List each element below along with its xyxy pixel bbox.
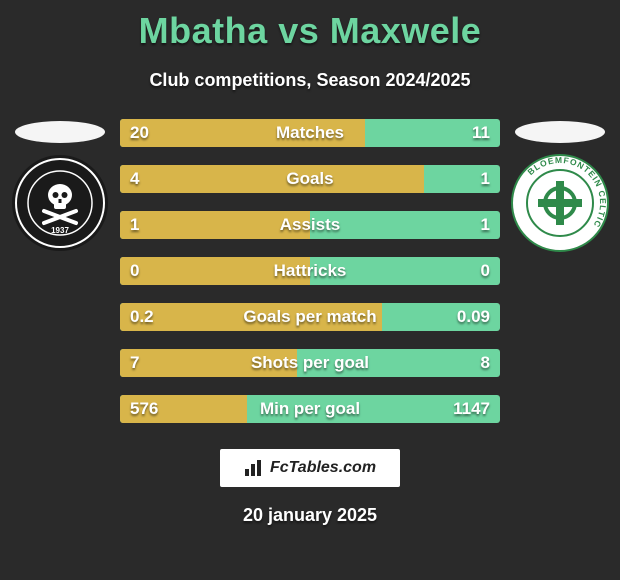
stat-value-right: 0 <box>481 257 490 285</box>
stat-value-right: 1147 <box>453 395 490 423</box>
bar-chart-icon <box>244 459 264 477</box>
stat-value-right: 1 <box>481 211 490 239</box>
subtitle: Club competitions, Season 2024/2025 <box>0 70 620 91</box>
right-side: BLOEMFONTEIN CELTIC <box>510 119 610 253</box>
left-crest: 1937 <box>10 153 110 253</box>
crest-right-svg: BLOEMFONTEIN CELTIC <box>510 153 610 253</box>
stat-value-right: 11 <box>472 119 490 147</box>
comparison-title: Mbatha vs Maxwele <box>0 0 620 52</box>
crest-left-svg: 1937 <box>10 153 110 253</box>
brand-text: FcTables.com <box>270 459 376 477</box>
stat-row: 4Goals1 <box>120 165 500 193</box>
stat-row: 0.2Goals per match0.09 <box>120 303 500 331</box>
stat-label: Goals per match <box>120 303 500 331</box>
stat-value-right: 1 <box>481 165 490 193</box>
content-area: 1937 20Matches114Goals11Assists10Hattric… <box>0 119 620 423</box>
stat-row: 7Shots per goal8 <box>120 349 500 377</box>
title-sep: vs <box>278 10 319 51</box>
stat-label: Matches <box>120 119 500 147</box>
stat-label: Assists <box>120 211 500 239</box>
stat-row: 576Min per goal1147 <box>120 395 500 423</box>
stat-label: Min per goal <box>120 395 500 423</box>
title-right: Maxwele <box>330 10 482 51</box>
left-flag-placeholder <box>15 121 105 143</box>
right-crest: BLOEMFONTEIN CELTIC <box>510 153 610 253</box>
left-side: 1937 <box>10 119 110 253</box>
stat-row: 1Assists1 <box>120 211 500 239</box>
right-flag-placeholder <box>515 121 605 143</box>
stat-label: Goals <box>120 165 500 193</box>
stats-column: 20Matches114Goals11Assists10Hattricks00.… <box>120 119 500 423</box>
crest-left-year: 1937 <box>51 226 69 235</box>
brand-badge: FcTables.com <box>220 449 400 487</box>
stat-row: 20Matches11 <box>120 119 500 147</box>
stat-label: Shots per goal <box>120 349 500 377</box>
stat-value-right: 0.09 <box>457 303 490 331</box>
stat-label: Hattricks <box>120 257 500 285</box>
date-text: 20 january 2025 <box>0 505 620 526</box>
stat-value-right: 8 <box>481 349 490 377</box>
title-left: Mbatha <box>139 10 268 51</box>
stat-row: 0Hattricks0 <box>120 257 500 285</box>
